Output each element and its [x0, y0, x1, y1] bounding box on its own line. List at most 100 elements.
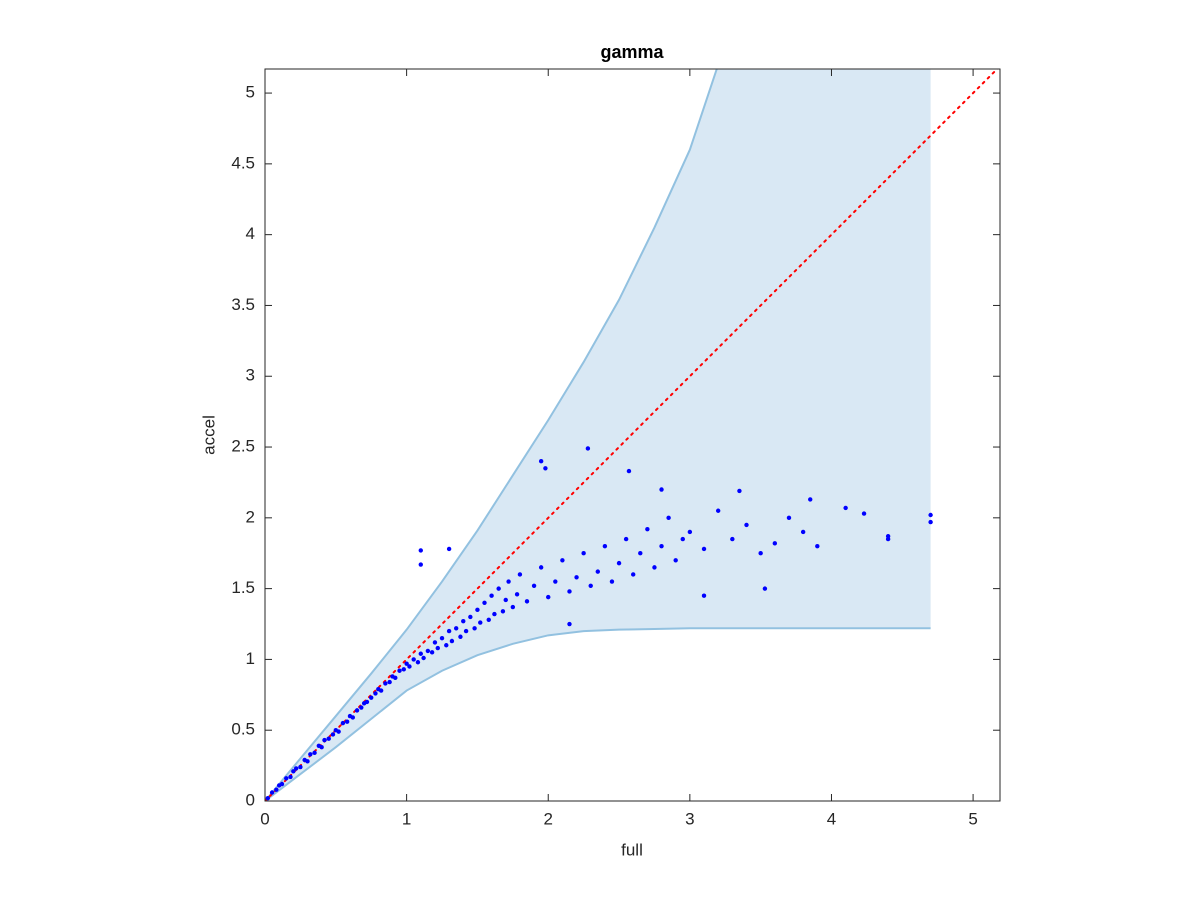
data-point: [843, 505, 848, 511]
data-point: [687, 529, 693, 535]
data-point: [567, 621, 572, 627]
x-tick-label: 4: [827, 809, 836, 828]
data-point: [265, 795, 271, 801]
data-point: [715, 508, 721, 513]
data-point: [652, 565, 657, 570]
data-point: [463, 628, 469, 634]
data-point: [478, 620, 483, 625]
y-tick-label: 5: [246, 83, 255, 102]
data-point: [701, 546, 707, 552]
x-tick-label: 5: [968, 809, 977, 828]
data-point: [279, 781, 285, 787]
data-point: [418, 651, 423, 656]
data-point: [560, 558, 565, 563]
data-point: [288, 774, 293, 780]
data-point: [378, 688, 384, 693]
data-point: [444, 643, 449, 648]
data-point: [585, 446, 591, 451]
data-point: [326, 736, 331, 741]
x-axis-label: full: [621, 840, 643, 859]
axes-box: [264, 68, 1001, 802]
y-axis-label: accel: [199, 415, 218, 455]
data-point: [284, 776, 289, 781]
data-point: [531, 583, 537, 588]
data-point: [387, 679, 392, 685]
data-point: [418, 562, 423, 567]
data-point: [330, 732, 336, 737]
y-tick-label: 2: [246, 507, 255, 526]
data-point: [449, 638, 455, 644]
data-point: [383, 681, 388, 686]
data-point: [680, 536, 685, 542]
band-upper-edge: [265, 69, 718, 801]
x-tick-label: 1: [402, 809, 411, 828]
data-point: [581, 551, 586, 556]
data-point: [489, 593, 494, 598]
x-tick-label: 3: [685, 809, 694, 828]
data-point: [758, 551, 763, 556]
data-point: [486, 617, 491, 622]
confidence-band: [265, 69, 931, 801]
data-point: [404, 661, 409, 666]
y-tick-label: 0.5: [231, 720, 255, 739]
data-point: [514, 592, 520, 597]
data-point: [496, 586, 501, 591]
data-point: [602, 543, 608, 549]
data-point: [543, 466, 548, 471]
y-tick-label: 4: [246, 224, 255, 243]
data-point: [510, 604, 516, 610]
data-point: [344, 719, 350, 724]
data-point: [500, 609, 506, 614]
data-point: [928, 512, 933, 518]
data-point: [546, 594, 551, 600]
data-point: [411, 657, 416, 662]
data-point: [468, 614, 473, 620]
data-point: [308, 752, 313, 757]
data-point: [616, 560, 622, 566]
data-point: [415, 660, 421, 665]
data-point: [666, 515, 671, 521]
y-tick-label: 4.5: [231, 153, 255, 172]
data-point: [432, 640, 438, 645]
data-point: [701, 593, 707, 598]
y-tick-label: 2.5: [231, 437, 255, 456]
data-point: [439, 635, 445, 641]
data-point: [815, 543, 820, 549]
data-point: [435, 645, 440, 651]
data-point: [538, 458, 544, 464]
y-tick-label: 1.5: [231, 578, 255, 597]
data-point: [524, 599, 530, 604]
data-point: [446, 546, 452, 552]
data-point: [800, 529, 806, 535]
data-point: [538, 565, 544, 570]
data-point: [373, 691, 378, 696]
data-point: [638, 551, 643, 556]
data-point: [631, 572, 636, 577]
data-point: [506, 579, 511, 584]
data-point: [673, 558, 678, 563]
data-point: [659, 487, 664, 492]
data-point: [322, 737, 327, 743]
data-point: [861, 511, 867, 516]
data-point: [730, 536, 735, 542]
data-point: [595, 569, 601, 574]
data-point: [553, 579, 558, 584]
y-tick-label: 3.5: [231, 295, 255, 314]
data-point: [609, 579, 615, 584]
data-point: [772, 541, 778, 546]
data-point: [369, 695, 374, 700]
chart-title: gamma: [600, 42, 664, 62]
data-point: [291, 769, 296, 774]
band-lower-edge: [265, 627, 931, 801]
x-tick-label: 0: [260, 809, 269, 828]
data-point: [274, 787, 279, 792]
data-point: [645, 526, 650, 532]
data-point: [364, 699, 370, 705]
data-point: [928, 519, 933, 525]
data-point: [475, 607, 480, 613]
data-point: [623, 536, 629, 542]
reference-line: [265, 69, 999, 801]
data-point: [425, 648, 431, 654]
data-point: [336, 729, 341, 734]
